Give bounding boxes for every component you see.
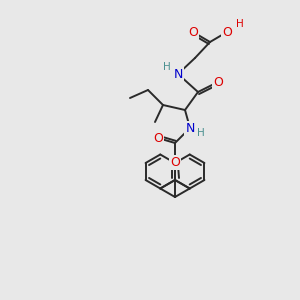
Text: H: H <box>236 19 244 29</box>
Text: O: O <box>188 26 198 38</box>
Text: H: H <box>197 128 205 138</box>
Text: O: O <box>153 131 163 145</box>
Text: H: H <box>163 62 171 72</box>
Text: N: N <box>185 122 195 134</box>
Text: O: O <box>222 26 232 38</box>
Text: O: O <box>213 76 223 88</box>
Text: O: O <box>170 155 180 169</box>
Text: N: N <box>173 68 183 80</box>
